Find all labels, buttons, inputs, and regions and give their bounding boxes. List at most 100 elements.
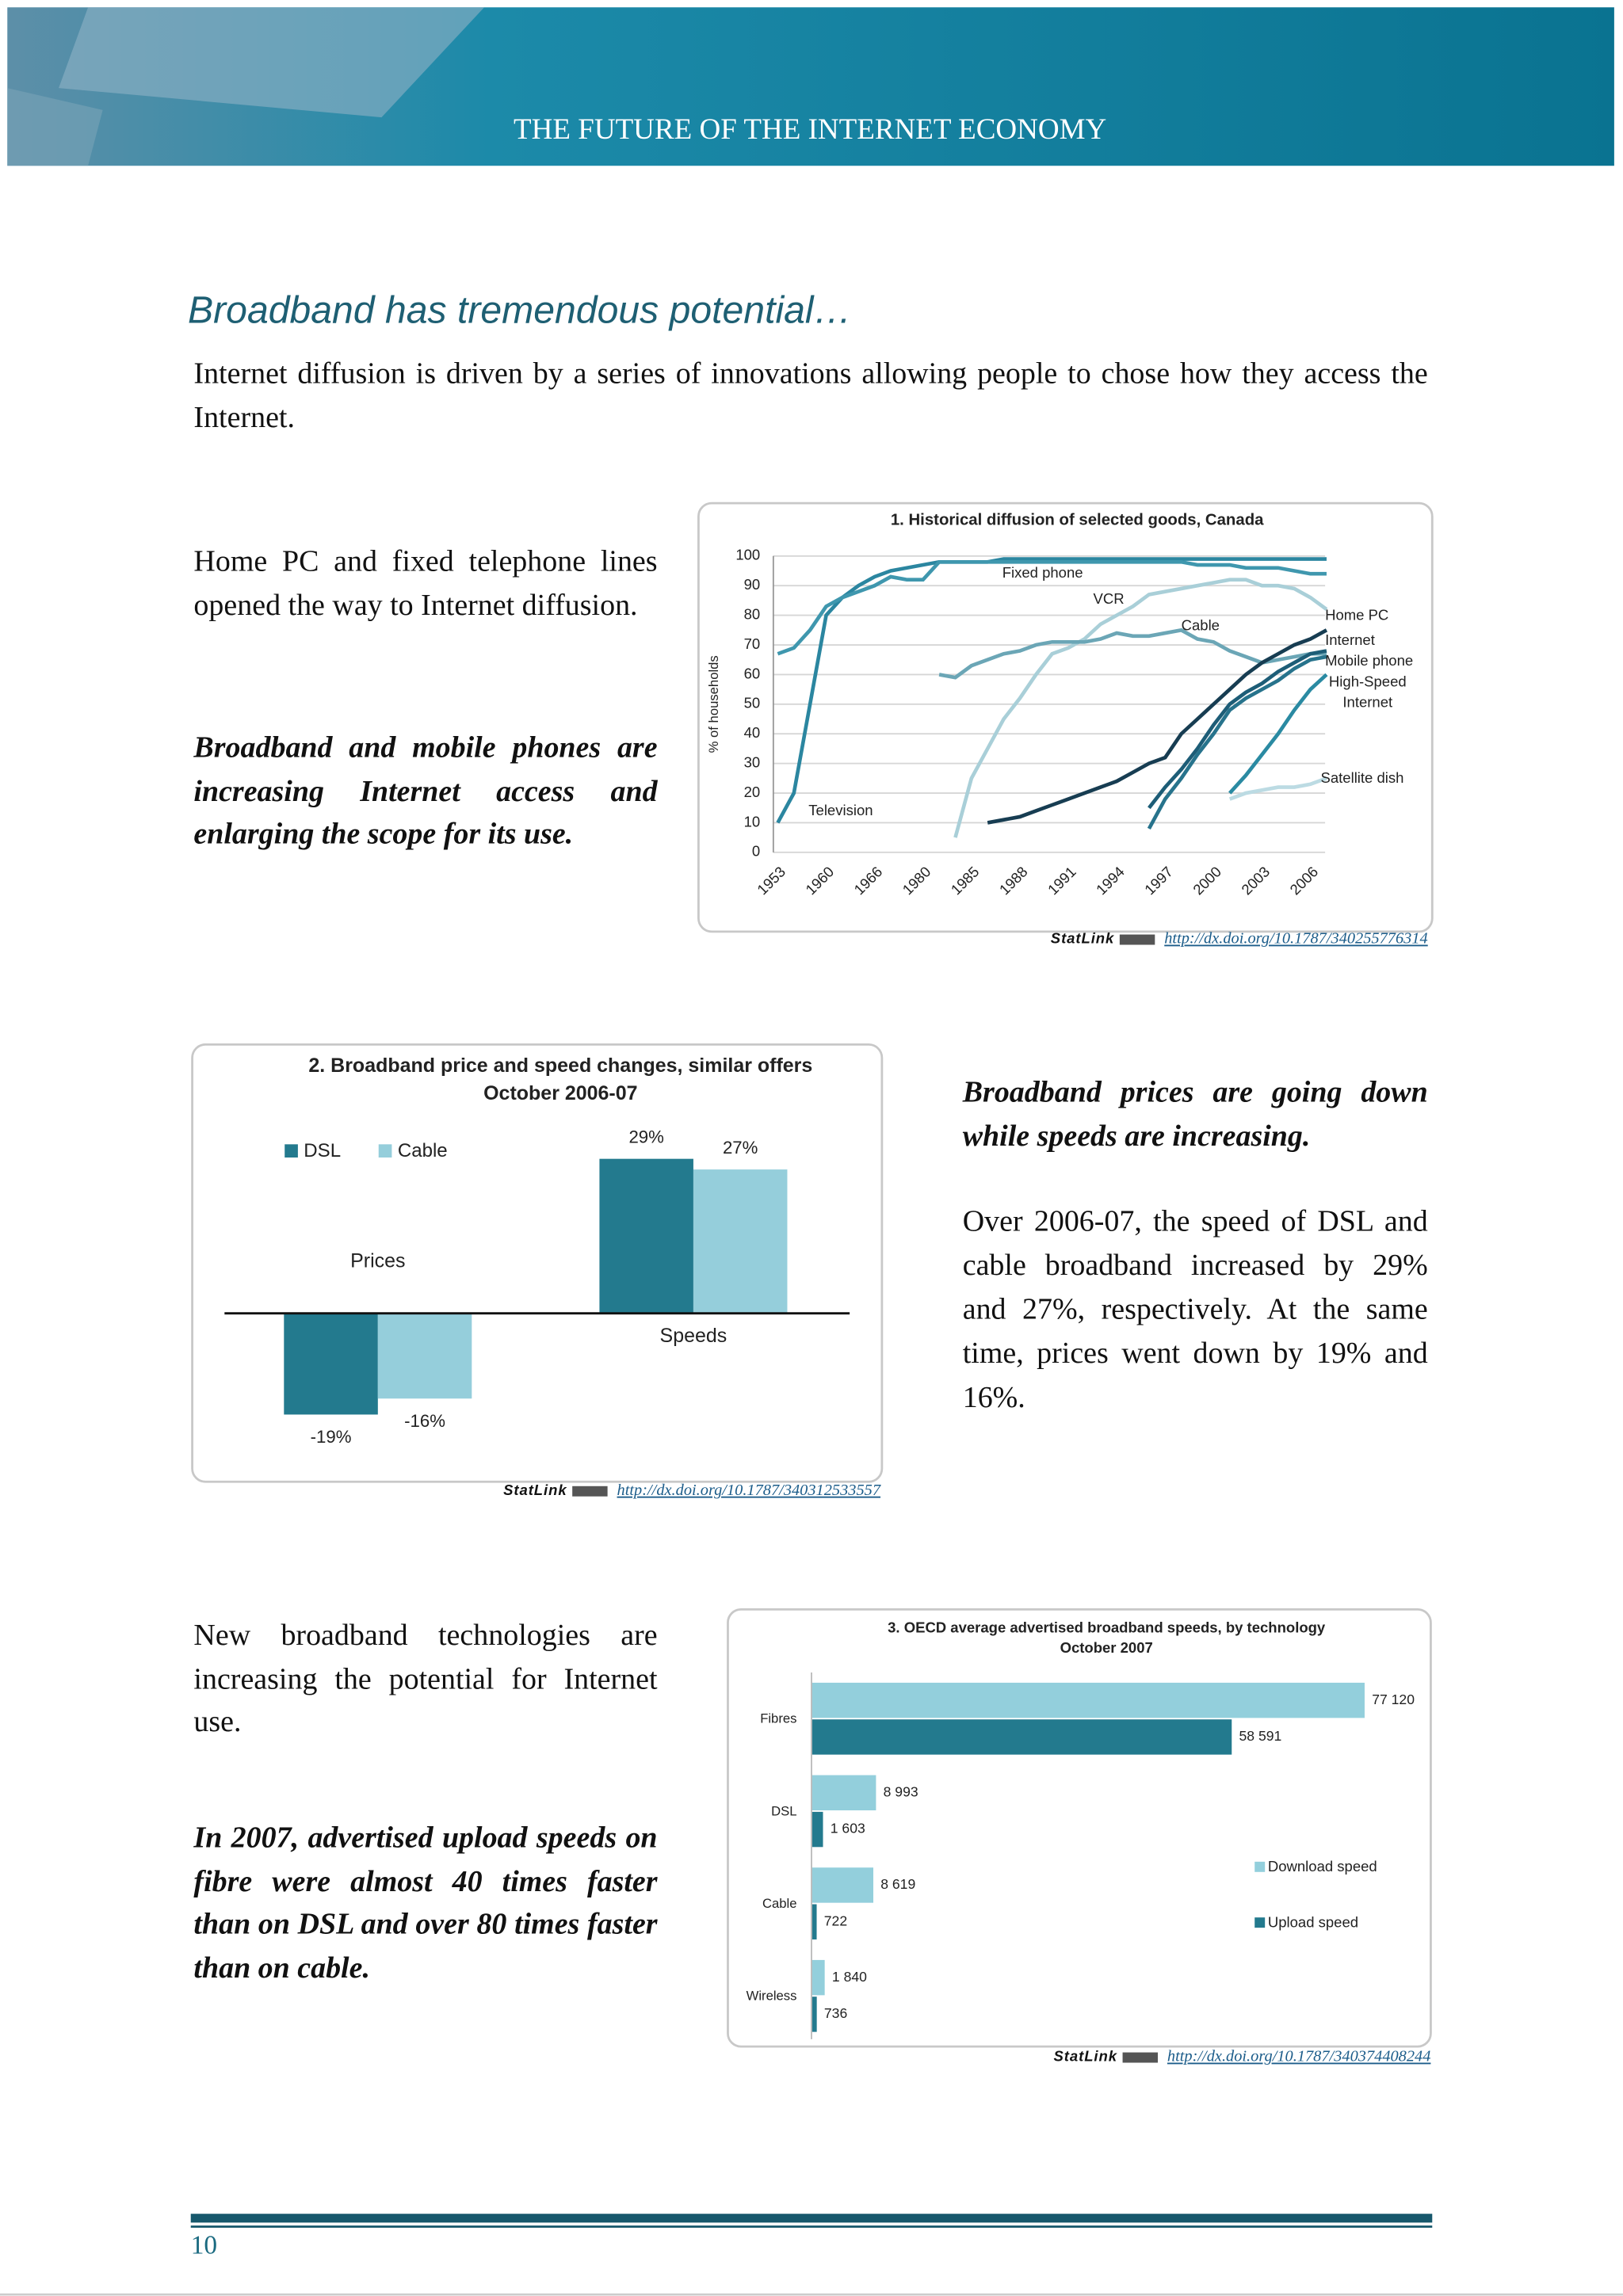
category-label: Wireless <box>747 1989 797 2004</box>
y-tick-label: 60 <box>744 665 761 681</box>
statlink-label: StatLink <box>503 1483 567 1500</box>
category-label: Speeds <box>660 1325 727 1347</box>
series-line <box>1147 654 1327 830</box>
value-label: 736 <box>824 2005 847 2021</box>
value-label: 29% <box>628 1127 663 1147</box>
legend-label: Cable <box>398 1140 448 1161</box>
statlink: StatLink http://dx.doi.org/10.1787/340312… <box>503 1482 880 1499</box>
series-label: Internet <box>1325 631 1375 648</box>
series-label: Satellite dish <box>1321 769 1404 786</box>
legend-swatch <box>1254 1861 1266 1872</box>
statlink-icon <box>572 1486 609 1497</box>
y-tick-label: 100 <box>735 547 760 563</box>
category-label: DSL <box>771 1803 796 1818</box>
header-title: THE FUTURE OF THE INTERNET ECONOMY <box>514 113 1106 146</box>
bar <box>812 1775 876 1811</box>
legend-label: Download speed <box>1268 1858 1377 1875</box>
statlink-label: StatLink <box>1053 2049 1117 2066</box>
bar <box>284 1313 378 1415</box>
keyboard-key <box>59 7 485 118</box>
category-label: Cable <box>762 1896 797 1911</box>
emphasis: Broadband and mobile phones are increasi… <box>193 732 658 851</box>
statlink: StatLink http://dx.doi.org/10.1787/340255… <box>1051 930 1428 948</box>
keyboard-key <box>7 88 103 166</box>
series-line <box>1228 673 1328 795</box>
page-number: 10 <box>191 2230 217 2260</box>
value-label: 27% <box>723 1138 758 1158</box>
chart-title: 3. OECD average advertised broadband spe… <box>888 1619 1326 1635</box>
value-label: 8 619 <box>880 1876 915 1892</box>
y-tick-label: 0 <box>752 843 760 860</box>
footer-rule <box>190 2214 1433 2223</box>
bar <box>812 1682 1365 1718</box>
value-label: -16% <box>404 1411 445 1431</box>
paragraph: Over 2006-07, the speed of DSL and cable… <box>962 1206 1428 1415</box>
series-label: Home PC <box>1325 607 1388 624</box>
footer-rule <box>190 2225 1433 2228</box>
value-label: 77 120 <box>1372 1691 1415 1707</box>
intro: Internet diffusion is driven by a series… <box>193 357 1428 434</box>
bar <box>377 1313 472 1399</box>
category-label: Fibres <box>760 1711 796 1726</box>
series-label: Television <box>808 802 873 818</box>
series-line <box>1228 776 1327 801</box>
chart-title: 1. Historical diffusion of selected good… <box>891 512 1264 529</box>
statlink-url[interactable]: http://dx.doi.org/10.1787/340374408244 <box>1167 2047 1431 2066</box>
value-label: 1 840 <box>832 1969 867 1985</box>
chart-subtitle: October 2006-07 <box>483 1082 637 1104</box>
series-label: Mobile phone <box>1325 652 1413 669</box>
chart-title: 2. Broadband price and speed changes, si… <box>308 1055 812 1077</box>
value-label: 1 603 <box>831 1821 865 1836</box>
category-label: Prices <box>350 1249 405 1272</box>
chart-frame <box>727 1608 1432 2048</box>
y-tick-label: 20 <box>744 784 761 800</box>
series-label: Fixed phone <box>1002 564 1083 581</box>
bar <box>599 1158 693 1314</box>
series-label: High-Speed Internet <box>1328 674 1407 712</box>
series-line <box>987 628 1328 825</box>
bar <box>812 1904 817 1939</box>
statlink-icon <box>1120 934 1156 945</box>
bar <box>812 1997 817 2032</box>
value-label: 8 993 <box>884 1783 918 1799</box>
chart-subtitle: October 2007 <box>1060 1639 1153 1656</box>
legend-swatch <box>285 1144 298 1158</box>
series-line <box>776 557 1327 824</box>
emphasis: In 2007, advertised upload speeds on fib… <box>193 1821 658 1985</box>
bar <box>812 1959 825 1996</box>
statlink-label: StatLink <box>1050 931 1115 948</box>
value-label: 58 591 <box>1239 1728 1282 1744</box>
paragraph: New broadband technologies are increasin… <box>193 1619 658 1739</box>
legend-swatch <box>1254 1917 1266 1928</box>
legend-label: DSL <box>304 1140 341 1161</box>
value-label: -19% <box>311 1427 352 1447</box>
series-label: Cable <box>1182 617 1220 634</box>
statlink-url[interactable]: http://dx.doi.org/10.1787/340312533557 <box>617 1482 881 1500</box>
y-tick-label: 70 <box>744 635 761 652</box>
y-tick-label: 40 <box>744 724 761 741</box>
y-tick-label: 10 <box>744 813 761 830</box>
series-line <box>1148 649 1327 810</box>
paragraph: Home PC and fixed telephone lines opened… <box>193 545 658 622</box>
bar <box>812 1867 874 1903</box>
statlink-url[interactable]: http://dx.doi.org/10.1787/340255776314 <box>1164 929 1428 948</box>
statlink-icon <box>1123 2052 1159 2063</box>
statlink: StatLink http://dx.doi.org/10.1787/340374… <box>1054 2048 1431 2065</box>
y-axis-label: % of households <box>706 655 721 753</box>
y-tick-label: 50 <box>744 695 761 711</box>
bar <box>693 1169 788 1314</box>
y-tick-label: 90 <box>744 576 761 593</box>
series-line <box>953 578 1328 838</box>
legend-swatch <box>378 1144 392 1158</box>
series-label: VCR <box>1094 590 1125 607</box>
heading: Broadband has tremendous potential… <box>188 287 852 332</box>
y-tick-label: 80 <box>744 606 761 623</box>
bar <box>812 1719 1232 1755</box>
y-tick-label: 30 <box>744 754 761 771</box>
value-label: 722 <box>824 1913 847 1928</box>
bar <box>812 1811 823 1848</box>
legend-label: Upload speed <box>1268 1913 1358 1930</box>
